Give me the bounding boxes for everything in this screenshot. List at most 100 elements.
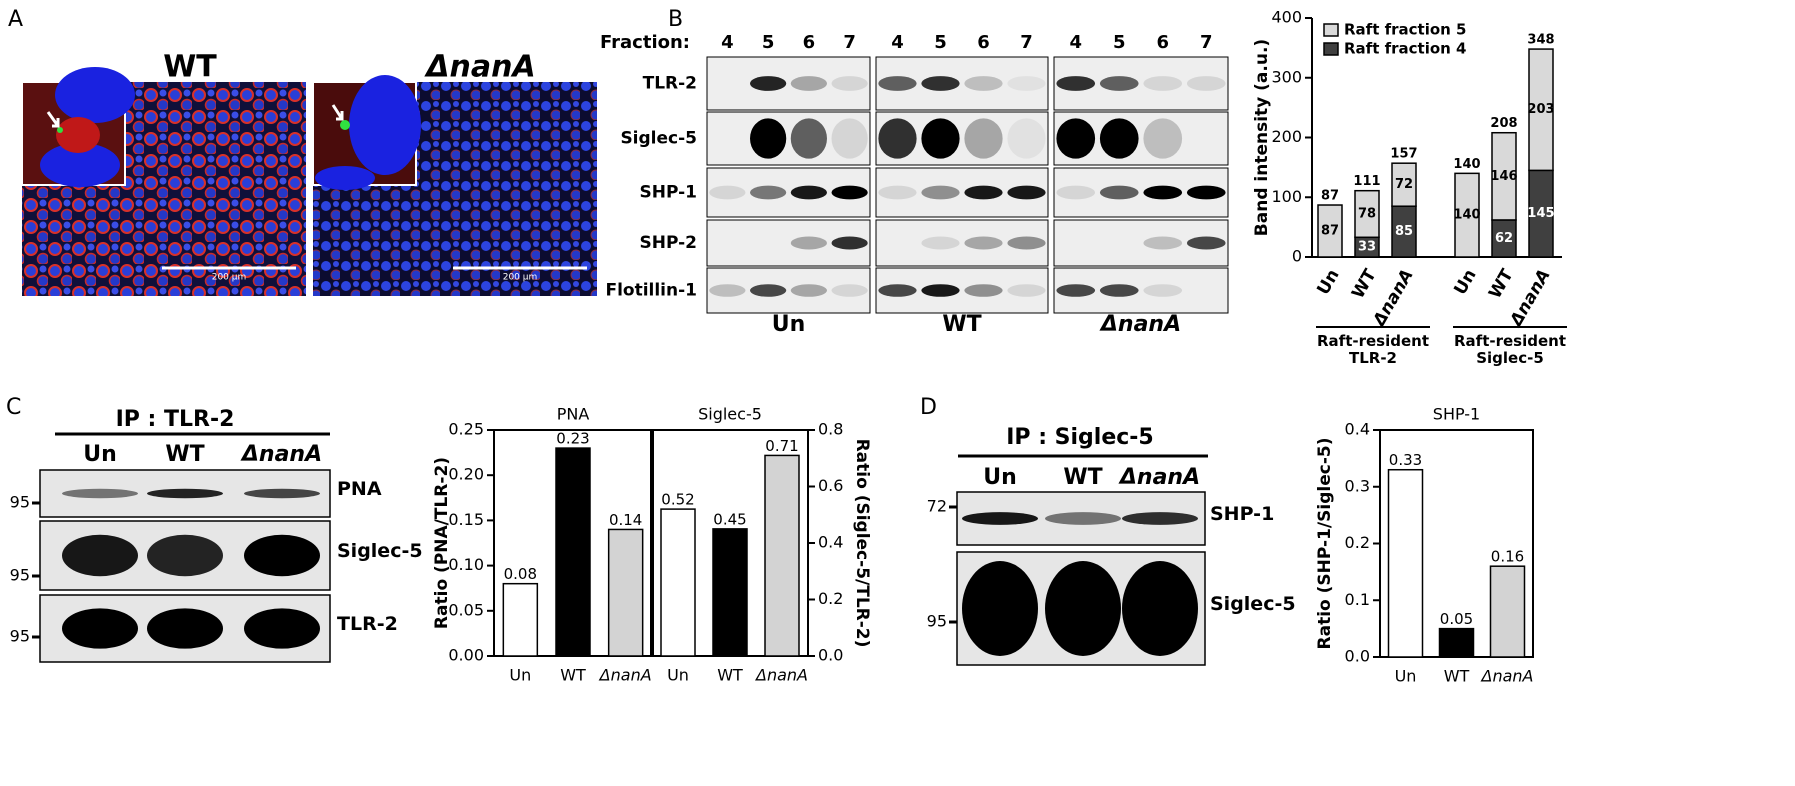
bar-segment [1491, 131, 1517, 221]
micrograph-nana [312, 75, 597, 296]
blot-row-label: Siglec-5 [337, 540, 423, 562]
blot-band [750, 185, 787, 200]
lane-label: WT [165, 442, 204, 467]
total-label: 157 [1390, 147, 1417, 162]
blot-band [964, 118, 1003, 159]
x-tick-label: ΔnanA [1480, 667, 1534, 686]
bar-segment [1391, 162, 1417, 207]
segment-label: 33 [1358, 240, 1376, 255]
blot-band [62, 608, 138, 649]
total-label: 111 [1353, 174, 1380, 189]
y-axis-label: Ratio (SHP-1/Siglec-5) [1315, 438, 1335, 650]
mw-marker: 95 [10, 566, 30, 585]
blot-band [831, 76, 868, 91]
x-tick-label: Un [667, 666, 689, 685]
blot-band [1099, 76, 1139, 91]
segment-label: 140 [1453, 208, 1480, 223]
blot-band [921, 284, 960, 297]
fraction-label: 5 [762, 32, 775, 53]
lane-label: ΔnanA [240, 442, 322, 467]
blot-row-label: PNA [337, 478, 382, 500]
fraction-label: 5 [1113, 32, 1126, 53]
blot-band [147, 608, 223, 649]
y-tick-label: 0.3 [1345, 476, 1370, 495]
lane-label: WT [1063, 465, 1102, 490]
x-tick-label: Un [1313, 266, 1343, 298]
blot-band [831, 236, 868, 250]
fraction-label: 6 [977, 32, 990, 53]
fraction-label: 4 [1069, 32, 1082, 53]
panel-label: B [668, 7, 683, 32]
value-label: 0.14 [609, 511, 642, 529]
segment-label: 87 [1321, 224, 1339, 239]
y-tick-label: 0.20 [448, 465, 484, 484]
x-tick-label: WT [717, 666, 743, 685]
scale-bar-label: 200 µm [212, 273, 247, 283]
blot-band [1186, 76, 1226, 91]
blot-band [790, 236, 827, 250]
fraction-label: 7 [1020, 32, 1033, 53]
y-tick-label: 0.2 [1345, 533, 1370, 552]
blot-band [1099, 284, 1139, 297]
value-label: 0.33 [1389, 451, 1422, 469]
y-tick-label: 0.2 [818, 589, 843, 608]
bar-segment [1528, 169, 1554, 258]
fraction-label: 5 [934, 32, 947, 53]
y-axis-label: Band intensity (a.u.) [1252, 39, 1272, 236]
x-tick-label: Un [1395, 667, 1417, 686]
micrograph-title: WT [163, 50, 217, 85]
total-label: 87 [1321, 189, 1339, 204]
blot-band [921, 118, 960, 159]
blot-band [1122, 561, 1198, 656]
bar [660, 508, 696, 657]
mw-marker: 95 [10, 627, 30, 646]
x-tick-label: ΔnanA [598, 666, 652, 685]
lane-label: Un [83, 442, 117, 467]
blot-band [962, 561, 1038, 656]
value-label: 0.23 [556, 430, 589, 448]
blot-band [921, 76, 960, 91]
blot-band [1143, 76, 1183, 91]
blot-band [921, 236, 960, 250]
blot-row-label: SHP-1 [639, 183, 697, 203]
fraction-label: 4 [891, 32, 904, 53]
fraction-label: 6 [1156, 32, 1169, 53]
value-label: 0.52 [661, 491, 694, 509]
lane-label: ΔnanA [1118, 465, 1200, 490]
scale-bar-label: 200 µm [503, 273, 538, 283]
y-tick-label: 100 [1271, 187, 1302, 206]
blot-band [831, 185, 868, 200]
blot-band [964, 76, 1003, 91]
y-tick-label: 0.4 [818, 533, 843, 552]
blot-strip [875, 219, 1049, 267]
mw-marker: 95 [927, 612, 947, 631]
blot-band [709, 284, 746, 297]
blot-band [1045, 512, 1121, 525]
segment-label: 78 [1358, 206, 1376, 221]
segment-label: 85 [1395, 224, 1413, 239]
value-label: 0.16 [1491, 548, 1524, 566]
segment-label: 146 [1490, 169, 1517, 184]
bar [607, 528, 644, 657]
section-title: PNA [557, 405, 590, 424]
blot-strip [706, 111, 871, 166]
blot-band [709, 185, 746, 200]
blot-band [878, 118, 917, 159]
blot-row-label: TLR-2 [643, 74, 697, 94]
panel-label: A [8, 7, 23, 32]
blot-band [790, 76, 827, 91]
bar [1387, 468, 1424, 658]
x-tick-label: WT [1444, 667, 1470, 686]
bar [712, 528, 748, 657]
blot-band [244, 534, 320, 577]
bar [555, 447, 591, 657]
blot-band [878, 185, 917, 200]
blot-band [964, 284, 1003, 297]
x-tick-label: Un [1450, 266, 1480, 298]
blot-header: Fraction: [600, 32, 690, 53]
blot-band [1007, 76, 1046, 91]
total-label: 348 [1527, 33, 1554, 48]
blot-band [1099, 185, 1139, 200]
total-label: 208 [1490, 116, 1517, 131]
blot-band [1056, 118, 1096, 159]
